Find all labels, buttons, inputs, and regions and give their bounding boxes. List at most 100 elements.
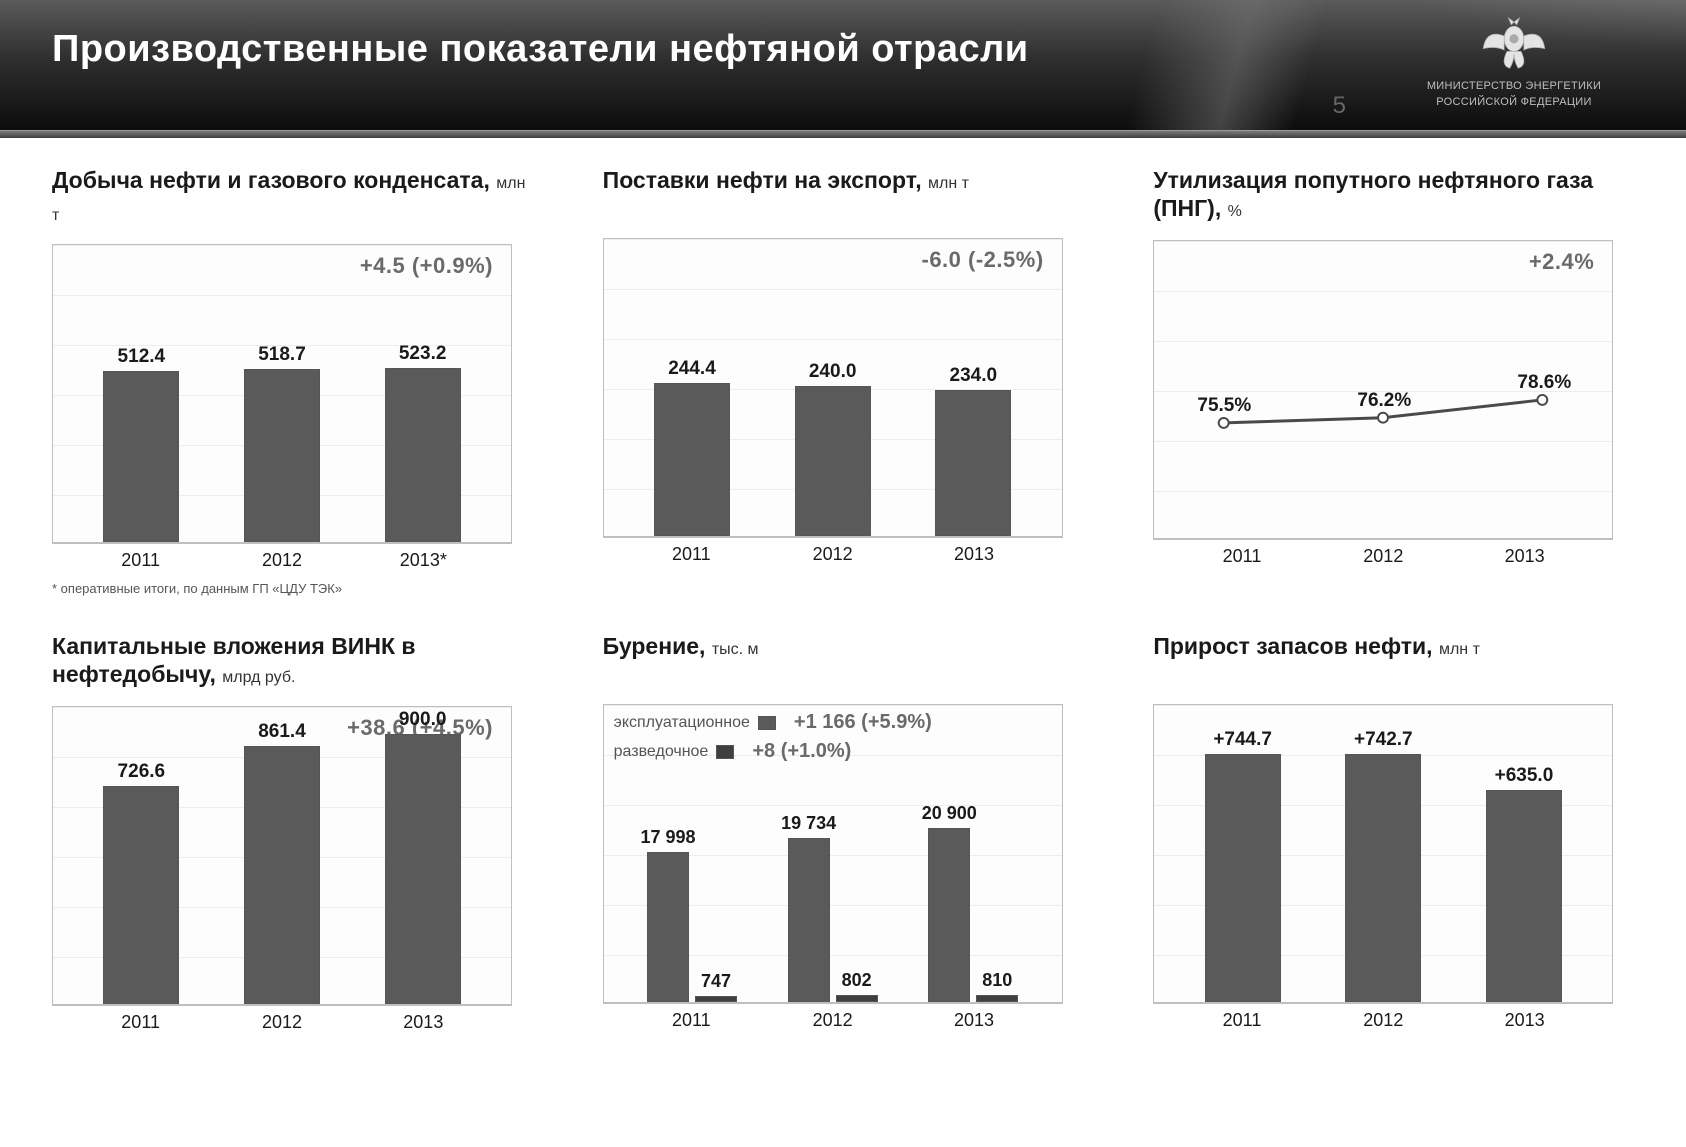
marker-icon: [1219, 418, 1229, 428]
chart-box: +2.4% 75.5%76.2%78.6%: [1153, 240, 1613, 540]
bar: 240.0: [795, 386, 871, 536]
bars-container: +744.7 +742.7 +635.0: [1154, 705, 1612, 1002]
bar-slot: 900.0: [359, 707, 486, 1004]
bar-value-label: 244.4: [668, 358, 716, 380]
bar-value-label: 20 900: [922, 803, 977, 824]
chart-box: эксплуатационное +1 166 (+5.9%) разведоч…: [603, 704, 1063, 1004]
bar-slot: 20 900 810: [910, 705, 1037, 1002]
bar: 523.2: [385, 368, 461, 542]
bars-container: 17 99874719 73480220 900810: [604, 705, 1062, 1002]
point-value-label: 78.6%: [1517, 372, 1571, 394]
bar-value-label: 523.2: [399, 343, 447, 365]
chart-apg: Утилизация попутного нефтяного газа (ПНГ…: [1153, 166, 1634, 596]
charts-grid: Добыча нефти и газового конденсата, млн …: [0, 138, 1686, 1053]
bar-slot: 240.0: [769, 239, 896, 536]
title-text: Бурение,: [603, 633, 706, 659]
chart-box: +744.7 +742.7 +635.0: [1153, 704, 1613, 1004]
bar-value-label: 17 998: [640, 827, 695, 848]
point-value-label: 75.5%: [1197, 395, 1251, 417]
chart-reserves: Прирост запасов нефти, млн т +744.7 +742.…: [1153, 632, 1634, 1033]
bar: 726.6: [103, 786, 179, 1004]
footnote: * оперативные итоги, по данным ГП «ЦДУ Т…: [52, 581, 533, 596]
chart-box: -6.0 (-2.5%) 244.4240.0234.0: [603, 238, 1063, 538]
bar: 810: [976, 995, 1018, 1002]
bar-value-label: +742.7: [1354, 729, 1413, 751]
bar-value-label: 900.0: [399, 709, 447, 731]
chart-capex: Капитальные вложения ВИНК в нефтедобычу,…: [52, 632, 533, 1033]
bar-slot: 244.4: [629, 239, 756, 536]
x-axis: 201120122013: [52, 1006, 512, 1033]
bar: +744.7: [1205, 754, 1281, 1002]
title-unit: млн т: [928, 175, 969, 192]
bars-container: 512.4 518.7 523.2: [53, 245, 511, 542]
title-text: Прирост запасов нефти,: [1153, 633, 1432, 659]
bar: 861.4: [244, 746, 320, 1004]
ministry-line1: МИНИСТЕРСТВО ЭНЕРГЕТИКИ: [1384, 79, 1644, 93]
bars-container: 244.4 240.0 234.0: [604, 239, 1062, 536]
x-tick: 2012: [218, 550, 345, 571]
x-axis: 2011 2012 2013: [1153, 540, 1613, 567]
chart-drilling: Бурение, тыс. м эксплуатационное +1 166 …: [603, 632, 1084, 1033]
header-band: Производственные показатели нефтяной отр…: [0, 0, 1686, 130]
x-tick: 2013: [910, 544, 1037, 565]
bar: 512.4: [103, 371, 179, 542]
bars-container: 726.6 861.4 900.0: [53, 707, 511, 1004]
bar-value-label: +635.0: [1495, 765, 1554, 787]
x-tick: 2012: [769, 1010, 896, 1031]
title-unit: млн т: [1439, 641, 1480, 658]
bar: 244.4: [654, 383, 730, 536]
chart-title: Поставки нефти на экспорт, млн т: [603, 166, 1084, 224]
bar-value-label: 747: [701, 971, 731, 992]
title-text: Добыча нефти и газового конденсата,: [52, 167, 490, 193]
x-tick: 2011: [77, 550, 204, 571]
x-axis: 2011 2012 2013*: [52, 544, 512, 571]
bar-value-label: 726.6: [118, 761, 166, 783]
title-text: Утилизация попутного нефтяного газа (ПНГ…: [1153, 167, 1593, 221]
marker-icon: [1538, 395, 1548, 405]
page-title: Производственные показатели нефтяной отр…: [52, 28, 1029, 71]
bar-value-label: 234.0: [950, 365, 998, 387]
bar-slot: 17 998 747: [629, 705, 756, 1002]
chart-box: +4.5 (+0.9%) 512.4518.7523.2: [52, 244, 512, 544]
x-tick: 2013*: [360, 550, 487, 571]
title-unit: %: [1228, 203, 1242, 220]
title-unit: тыс. м: [712, 641, 759, 658]
bar-slot: 512.4: [78, 245, 205, 542]
bar: 900.0: [385, 734, 461, 1004]
x-tick: 2012: [1320, 1010, 1447, 1031]
page-number: 5: [1333, 92, 1346, 120]
x-tick: 2011: [77, 1012, 204, 1033]
x-tick: 2013: [1461, 546, 1588, 567]
bar-slot: 726.6: [78, 707, 205, 1004]
bar-slot: 518.7: [219, 245, 346, 542]
point-value-label: 76.2%: [1357, 390, 1411, 412]
chart-title: Капитальные вложения ВИНК в нефтедобычу,…: [52, 632, 533, 692]
x-tick: 2012: [1320, 546, 1447, 567]
title-text: Поставки нефти на экспорт,: [603, 167, 922, 193]
bar: 17 998: [647, 852, 689, 1002]
x-tick: 2011: [628, 1010, 755, 1031]
marker-icon: [1378, 413, 1388, 423]
x-tick: 2013: [1461, 1010, 1588, 1031]
bar-value-label: +744.7: [1213, 729, 1272, 751]
bar-slot: 234.0: [910, 239, 1037, 536]
bar-value-label: 802: [842, 970, 872, 991]
bar: 802: [836, 995, 878, 1002]
x-tick: 2011: [1178, 546, 1305, 567]
x-tick: 2013: [360, 1012, 487, 1033]
bar-value-label: 861.4: [258, 721, 306, 743]
bar-slot: 523.2: [359, 245, 486, 542]
ministry-block: МИНИСТЕРСТВО ЭНЕРГЕТИКИ РОССИЙСКОЙ ФЕДЕР…: [1384, 14, 1644, 109]
chart-exports: Поставки нефти на экспорт, млн т -6.0 (-…: [603, 166, 1084, 596]
chart-title: Бурение, тыс. м: [603, 632, 1084, 690]
bar-value-label: 810: [982, 970, 1012, 991]
chart-title: Прирост запасов нефти, млн т: [1153, 632, 1634, 690]
x-tick: 2011: [628, 544, 755, 565]
bar-slot: +744.7: [1179, 705, 1306, 1002]
title-unit: млрд руб.: [222, 669, 295, 686]
bar-slot: +635.0: [1461, 705, 1588, 1002]
bar-slot: +742.7: [1320, 705, 1447, 1002]
x-tick: 2011: [1178, 1010, 1305, 1031]
bar: 747: [695, 996, 737, 1002]
x-tick: 2012: [769, 544, 896, 565]
